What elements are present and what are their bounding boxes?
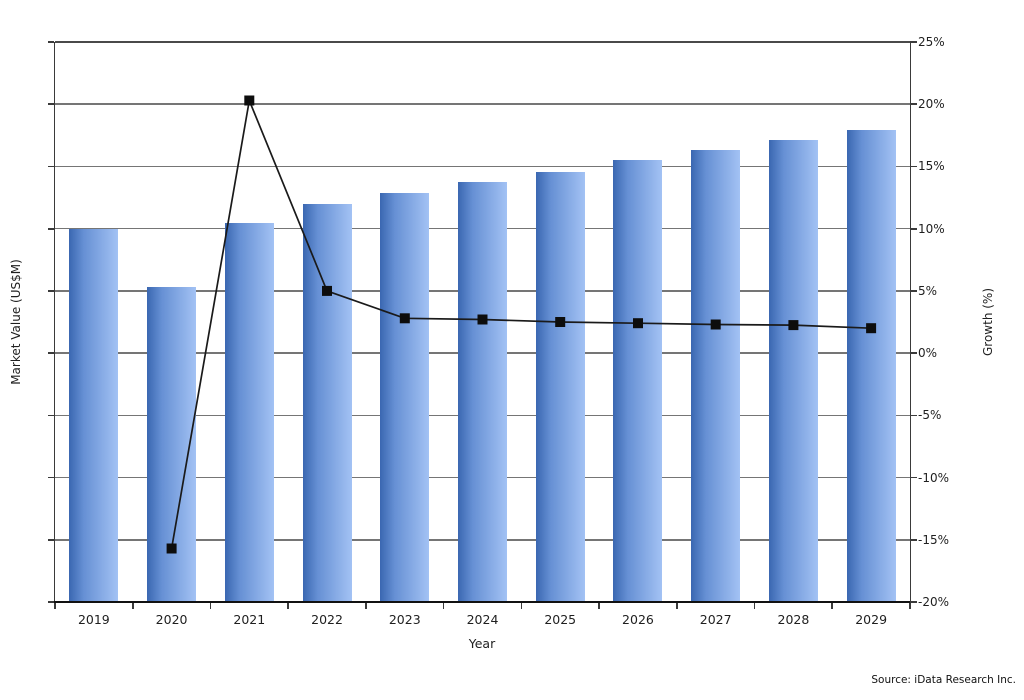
tick-mark: [910, 227, 917, 230]
tick-mark: [910, 476, 917, 479]
x-label-2029: 2029: [855, 612, 888, 627]
tick-mark: [48, 227, 54, 230]
bar-2028: [768, 140, 818, 602]
right-tick-label: 0%: [918, 346, 938, 361]
tick-mark: [48, 601, 54, 603]
tick-mark: [910, 290, 917, 292]
bar-2019: [69, 229, 119, 602]
growth-marker: [477, 314, 488, 325]
x-label-2020: 2020: [155, 612, 188, 627]
tick-mark: [909, 603, 911, 609]
bar-2022: [302, 203, 352, 602]
tick-mark: [520, 603, 523, 609]
x-label-2026: 2026: [622, 612, 654, 627]
source-note: Source: iData Research Inc.: [871, 674, 1016, 686]
tick-mark: [48, 165, 54, 168]
growth-marker: [322, 285, 332, 296]
growth-marker: [710, 319, 721, 330]
right-tick-label: -5%: [918, 408, 942, 423]
bar-2026: [613, 160, 663, 602]
bar-2027: [691, 150, 741, 602]
bar-2029: [846, 129, 896, 602]
growth-line: [170, 97, 872, 549]
gridline: [55, 103, 910, 105]
bar-2025: [535, 171, 585, 602]
right-tick-label: -20%: [918, 595, 950, 609]
x-label-2028: 2028: [777, 612, 810, 627]
tick-mark: [54, 603, 56, 609]
right-tick-label: 5%: [918, 283, 938, 298]
tick-mark: [910, 601, 917, 603]
tick-mark: [287, 603, 289, 609]
tick-mark: [598, 603, 600, 609]
x-label-2025: 2025: [544, 612, 577, 627]
growth-marker: [633, 318, 643, 329]
x-label-2024: 2024: [466, 612, 499, 627]
x-label-2019: 2019: [77, 612, 110, 627]
tick-mark: [48, 539, 54, 541]
x-axis-title: Year: [468, 636, 496, 651]
plot-area: [55, 41, 910, 602]
tick-mark: [910, 539, 917, 541]
tick-mark: [910, 41, 917, 43]
left-axis-line: [53, 42, 56, 603]
tick-mark: [910, 414, 917, 417]
tick-mark: [48, 41, 54, 43]
right-tick-label: 10%: [918, 221, 945, 236]
tick-mark: [831, 603, 834, 609]
left-axis-title: Market Value (US$M): [9, 259, 23, 385]
tick-mark: [910, 352, 917, 354]
tick-mark: [48, 103, 54, 106]
tick-mark: [209, 603, 212, 609]
growth-marker: [866, 323, 877, 334]
growth-marker: [399, 313, 410, 324]
right-tick-label: 25%: [918, 35, 945, 49]
right-axis-line: [909, 42, 912, 603]
growth-marker: [555, 317, 566, 327]
tick-mark: [910, 165, 917, 168]
x-label-2022: 2022: [311, 612, 343, 627]
tick-mark: [753, 603, 756, 609]
growth-marker: [244, 95, 255, 106]
tick-mark: [442, 603, 445, 609]
right-axis-title: Growth (%): [981, 287, 995, 357]
x-label-2021: 2021: [233, 612, 266, 627]
bar-2024: [458, 182, 507, 602]
growth-marker: [166, 543, 177, 554]
growth-line-layer: [166, 95, 877, 554]
growth-marker: [788, 320, 799, 331]
tick-mark: [48, 290, 54, 292]
x-label-2023: 2023: [388, 612, 421, 627]
tick-mark: [48, 352, 54, 354]
bar-2021: [224, 222, 274, 602]
tick-mark: [676, 603, 678, 609]
right-tick-label: 20%: [918, 97, 945, 112]
x-label-2027: 2027: [699, 612, 732, 627]
tick-mark: [48, 414, 54, 417]
gridline: [55, 165, 910, 168]
tick-mark: [48, 476, 54, 479]
right-tick-label: 15%: [918, 159, 945, 174]
gridline: [55, 41, 910, 43]
tick-mark: [131, 603, 134, 609]
bar-2023: [380, 193, 430, 602]
right-tick-label: -15%: [918, 532, 950, 547]
tick-mark: [910, 103, 917, 106]
x-axis-line: [53, 600, 912, 604]
tick-mark: [365, 603, 367, 609]
right-tick-label: -10%: [918, 470, 950, 485]
